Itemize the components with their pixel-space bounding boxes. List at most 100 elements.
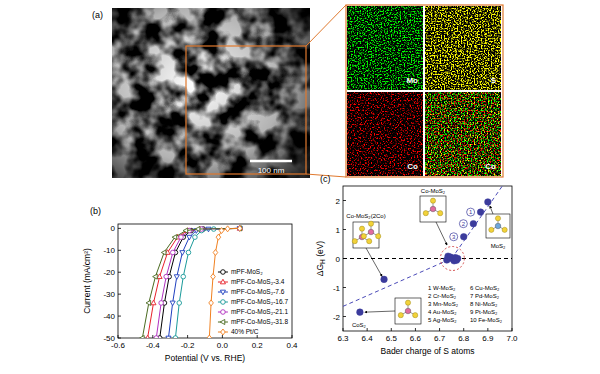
metal-atom [368, 229, 374, 235]
map-label: Co [485, 162, 496, 171]
metal-atom [405, 308, 411, 314]
series-line [160, 228, 240, 338]
marker [238, 225, 243, 231]
marker [166, 336, 171, 338]
series-line [142, 228, 239, 338]
marker [146, 300, 151, 305]
s-atom [405, 300, 410, 305]
marker [187, 235, 192, 240]
y-tick-label: -1 [333, 284, 341, 293]
panel-letter: (b) [90, 206, 101, 216]
marker [485, 199, 492, 206]
marker [157, 274, 162, 279]
vignette [112, 8, 310, 178]
x-tick [487, 328, 488, 331]
x-tick-label: -0.4 [146, 341, 160, 350]
x-axis-title: Potential (V vs. RHE) [165, 353, 245, 363]
marker [211, 274, 216, 280]
sem-image [112, 8, 310, 178]
panel-b: -0.6-0.4-0.20.00.20.4-50-40-30-20-100Pot… [82, 206, 298, 363]
s-atom [367, 239, 372, 244]
series-line [168, 228, 239, 338]
y-tick-label: -20 [103, 268, 115, 277]
series-line [156, 228, 240, 338]
y-tick-label: 2 [336, 197, 341, 206]
x-tick-label: 6.9 [482, 334, 494, 343]
key-item: 7 Pd-MoS₂ [470, 293, 500, 299]
x-tick [512, 328, 513, 331]
key-item: 3 Mn-MoS₂ [428, 301, 459, 307]
marker [216, 234, 221, 240]
annotation: CoS₂ [352, 322, 367, 328]
marker [220, 290, 225, 295]
series-line [148, 228, 240, 338]
s-atom [413, 313, 418, 318]
marker [154, 336, 159, 338]
key-item: 4 Au-MoS₂ [428, 309, 457, 315]
marker [195, 227, 200, 232]
marker [170, 301, 175, 306]
marker [140, 335, 145, 338]
element-map [347, 92, 423, 176]
element-map [425, 92, 501, 176]
s-atom [489, 227, 494, 232]
y-tick-label: -2 [333, 313, 341, 322]
cluster-ring [440, 247, 464, 271]
marker [174, 275, 179, 280]
marker [357, 309, 364, 316]
x-tick-label: 6.3 [337, 334, 349, 343]
scale-bar [250, 160, 292, 163]
y-tick [118, 228, 121, 229]
y-tick [118, 338, 121, 339]
x-tick [292, 335, 293, 338]
marker [159, 301, 164, 306]
map-label: Mo [406, 76, 418, 85]
marker [177, 301, 182, 306]
marker [381, 276, 388, 283]
legend-label: mPF-Co-MoS₂-16.7 [231, 298, 288, 305]
x-tick-label: 0.4 [286, 341, 298, 350]
metal-atom [430, 206, 436, 212]
marker [221, 300, 226, 305]
x-tick [367, 328, 368, 331]
s-atom [430, 198, 435, 203]
y-tick-label: -50 [103, 334, 115, 343]
y-axis-title: ΔGH (eV) [315, 241, 326, 277]
panel-c: 6.36.46.56.66.76.86.97.0-2-1012Bader cha… [315, 174, 518, 356]
marker [225, 226, 230, 232]
y-tick [343, 200, 346, 201]
marker [220, 319, 225, 324]
y-tick [343, 316, 346, 317]
marker [161, 250, 166, 255]
marker [186, 250, 191, 255]
x-tick [187, 335, 188, 338]
marker [151, 300, 156, 305]
s-atom [359, 226, 364, 231]
marker [238, 226, 243, 231]
x-tick-label: 6.5 [386, 334, 398, 343]
y-tick-label: 1 [336, 226, 341, 235]
x-tick [152, 335, 153, 338]
marker [209, 300, 214, 306]
x-tick-label: 7.0 [506, 334, 518, 343]
inset-frame [486, 214, 510, 238]
key-item: 10 Fe-MoS₂ [470, 317, 503, 323]
zoom-line [306, 5, 346, 46]
marker [171, 250, 176, 255]
annotation: Co-MoS₂ [421, 188, 446, 194]
point-label: 3 [452, 234, 456, 240]
map-label: S [491, 76, 497, 85]
s-atom [361, 234, 366, 239]
marker [164, 274, 169, 279]
legend-label: mPF-Co-MoS₂-31.8 [231, 318, 288, 325]
marker [207, 335, 212, 338]
arrow [365, 311, 395, 312]
x-tick [118, 335, 119, 338]
marks-c [343, 186, 512, 315]
figure: (a)100 nmMoSCoCo-0.6-0.4-0.20.00.20.4-50… [0, 0, 600, 374]
label-ring [450, 233, 458, 241]
y-tick-label: -40 [103, 312, 115, 321]
s-atom [502, 227, 507, 232]
marker [221, 329, 226, 335]
s-atom [352, 239, 357, 244]
